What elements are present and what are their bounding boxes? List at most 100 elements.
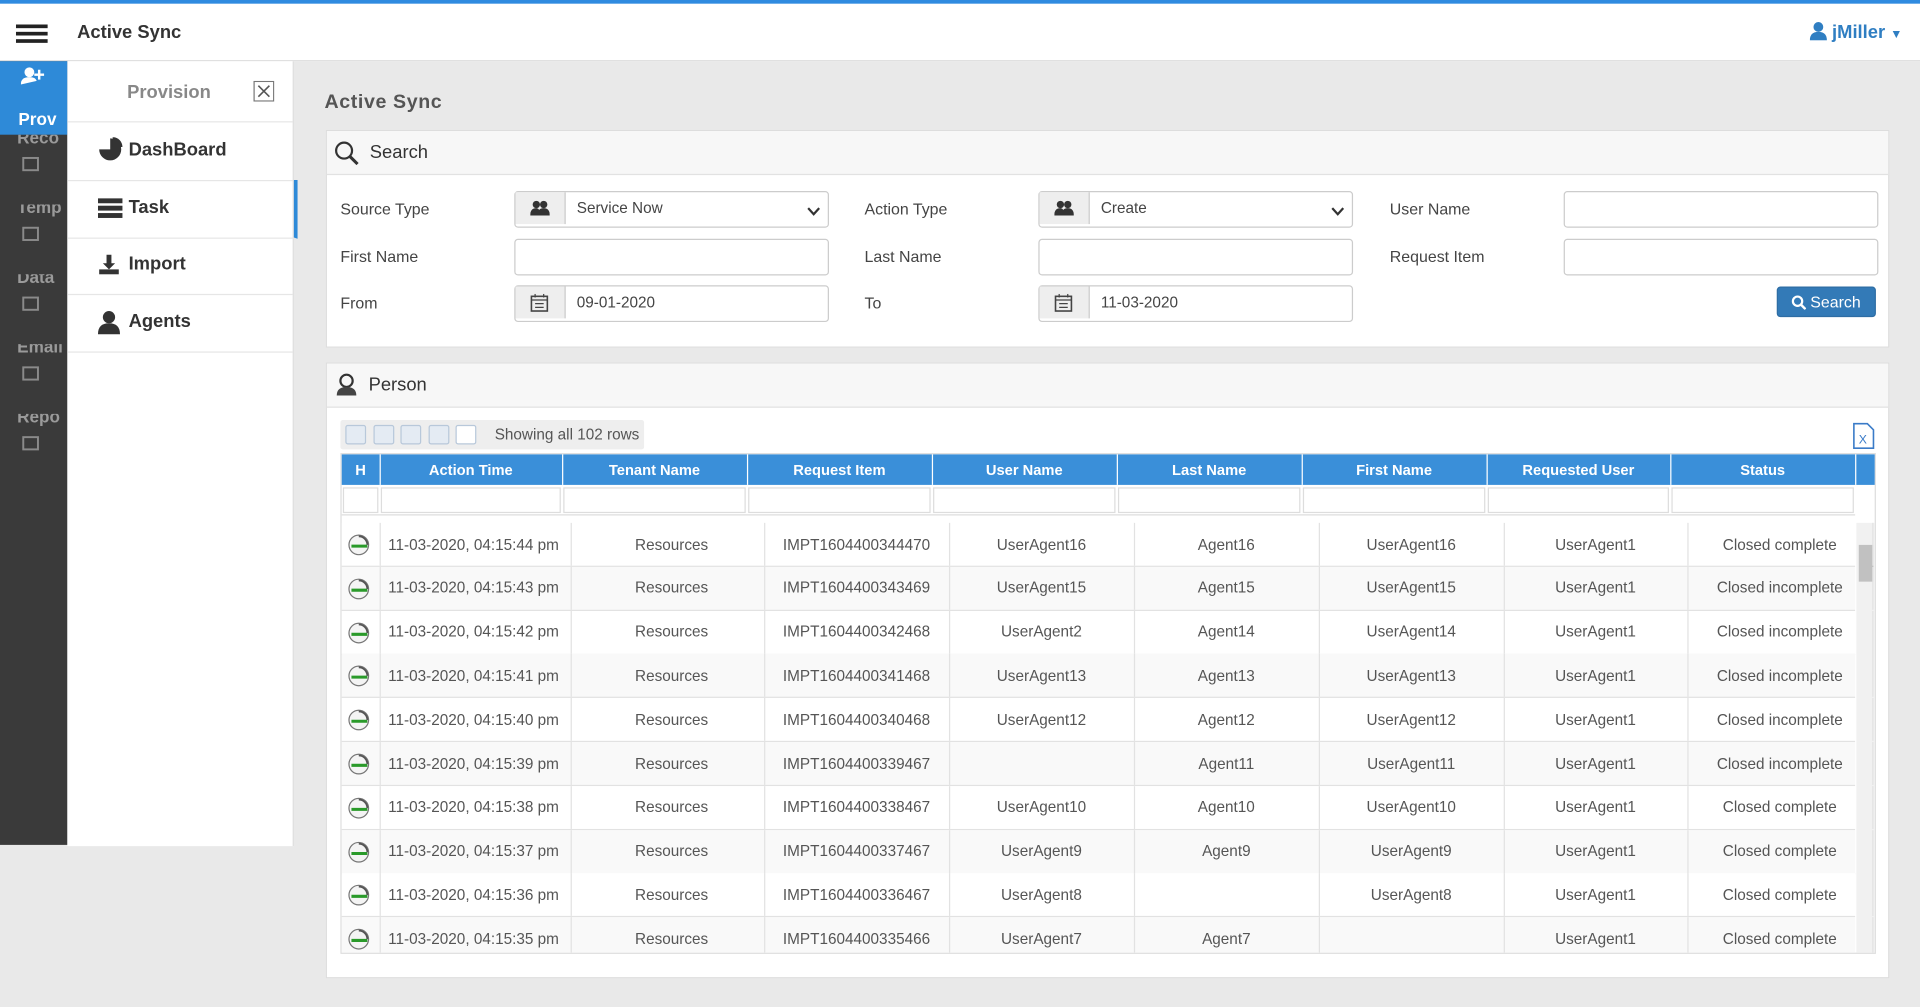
rail-item[interactable]: Repo (0, 414, 67, 484)
input-field[interactable] (1563, 191, 1879, 228)
status-icon-cell (342, 522, 381, 566)
table-row[interactable]: 11-03-2020, 04:15:39 pm Resources IMPT1604… (341, 742, 1874, 787)
table-row[interactable]: 11-03-2020, 04:15:42 pm Resources IMPT1604… (341, 610, 1874, 655)
column-header[interactable]: Tenant Name (562, 454, 749, 485)
filter-input[interactable] (1117, 487, 1301, 514)
input-field[interactable] (1038, 238, 1354, 276)
column-header[interactable]: User Name (932, 454, 1118, 485)
status-icon-cell (342, 610, 381, 654)
filter-input[interactable] (748, 487, 931, 514)
rail-icon (21, 224, 45, 247)
submenu-item[interactable]: DashBoard (67, 122, 293, 182)
column-header[interactable]: Action Time (380, 454, 564, 485)
table-cell: Resources (562, 917, 766, 953)
input-field[interactable] (1563, 238, 1879, 276)
menu-button[interactable] (15, 24, 48, 44)
table-cell: Closed complete (1670, 873, 1874, 917)
table-cell: UserAgent13 (932, 654, 1136, 698)
submenu-item[interactable]: Task (67, 179, 298, 239)
close-button[interactable] (253, 80, 275, 102)
rail-item[interactable]: Email (0, 344, 67, 414)
input-field[interactable]: 09-01-2020 (514, 285, 829, 323)
user-name: jMiller (1832, 22, 1886, 43)
status-icon-cell (342, 917, 381, 953)
first-page[interactable] (345, 424, 367, 445)
table-cell: UserAgent10 (932, 785, 1136, 829)
status-icon-cell (342, 873, 381, 917)
item-label: Task (128, 196, 170, 218)
rail-icon (21, 294, 45, 317)
search-button[interactable]: Search (1776, 286, 1876, 318)
filter-input[interactable] (933, 487, 1116, 514)
rail-item[interactable]: Reco (0, 135, 67, 205)
column-header[interactable]: Status (1670, 454, 1857, 485)
rail-label: Reco (17, 134, 60, 147)
submenu-item[interactable]: Agents (67, 293, 293, 353)
table-cell: Agent11 (1117, 742, 1321, 785)
filter-input[interactable] (1487, 487, 1669, 514)
rail-item[interactable]: Temp (0, 204, 67, 274)
button-icon (1792, 294, 1807, 310)
field-label: From (340, 293, 378, 313)
table-cell: IMPT1604400340468 (747, 698, 951, 742)
table-cell: 11-03-2020, 04:15:43 pm (380, 566, 572, 610)
rail-item[interactable]: Data (0, 274, 67, 344)
dropdown[interactable]: Create (1038, 191, 1354, 228)
last-page[interactable] (427, 424, 449, 445)
next-page[interactable] (400, 424, 422, 445)
column-header[interactable]: Request Item (747, 454, 934, 485)
filter-input[interactable] (563, 487, 746, 514)
table-row[interactable]: 11-03-2020, 04:15:38 pm Resources IMPT1604… (341, 785, 1874, 830)
table-cell: UserAgent9 (932, 829, 1136, 873)
table-cell: 11-03-2020, 04:15:38 pm (380, 785, 572, 829)
filter-input[interactable] (1671, 487, 1854, 514)
table-row[interactable]: 11-03-2020, 04:15:41 pm Resources IMPT1604… (341, 654, 1874, 699)
column-header[interactable]: Last Name (1117, 454, 1303, 485)
app-title: Active Sync (77, 22, 182, 43)
input-addon (1039, 286, 1090, 319)
column-header[interactable]: Requested User (1487, 454, 1672, 485)
info-button[interactable] (455, 424, 477, 445)
column-header[interactable]: H (342, 454, 381, 485)
panel-header: Search (326, 131, 1889, 176)
table-row[interactable]: 11-03-2020, 04:15:44 pm Resources IMPT1604… (341, 522, 1874, 567)
table-cell: UserAgent14 (1302, 610, 1505, 654)
status-icon-cell (342, 829, 381, 873)
user-menu[interactable]: jMiller ▼ (1809, 22, 1902, 43)
table-cell: IMPT1604400341468 (747, 654, 951, 698)
input-addon (515, 192, 566, 225)
status-icon (348, 753, 371, 780)
dropdown[interactable]: Service Now (514, 191, 829, 228)
table-cell: UserAgent1 (1487, 566, 1689, 610)
rail-item[interactable]: Prov (0, 61, 68, 135)
excel-export[interactable]: X (1851, 422, 1875, 449)
table-row[interactable]: 11-03-2020, 04:15:40 pm Resources IMPT1604… (341, 698, 1874, 743)
svg-text:X: X (1859, 432, 1867, 446)
table-cell: Closed complete (1670, 785, 1874, 829)
table-row[interactable]: 11-03-2020, 04:15:36 pm Resources IMPT1604… (341, 873, 1874, 918)
table-cell: 11-03-2020, 04:15:44 pm (380, 522, 572, 566)
filter-input[interactable] (380, 487, 561, 514)
status-icon-cell (342, 654, 381, 698)
rail-label: Repo (17, 413, 61, 427)
input-field[interactable]: 11-03-2020 (1038, 285, 1354, 323)
submenu-item[interactable]: Import (67, 236, 293, 296)
table-cell: Closed complete (1670, 522, 1874, 566)
table-row[interactable]: 11-03-2020, 04:15:43 pm Resources IMPT1604… (341, 566, 1874, 611)
rail-label: Temp (17, 204, 62, 217)
person-panel: Person Showing all 102 rows X H Action Ti… (325, 362, 1890, 979)
filter-input[interactable] (342, 487, 379, 514)
panel-header: Person (326, 363, 1889, 408)
column-header[interactable]: First Name (1302, 454, 1488, 485)
prev-page[interactable] (372, 424, 394, 445)
table-cell: Closed complete (1670, 829, 1874, 873)
table-row[interactable]: 11-03-2020, 04:15:37 pm Resources IMPT1604… (341, 829, 1874, 874)
filter-input[interactable] (1302, 487, 1486, 514)
table-cell: Agent12 (1117, 698, 1321, 742)
table-row[interactable]: 11-03-2020, 04:15:35 pm Resources IMPT1604… (341, 917, 1874, 953)
filter-row (341, 485, 1856, 516)
table-cell: IMPT1604400337467 (747, 829, 951, 873)
table-cell: UserAgent11 (1302, 742, 1505, 785)
input-field[interactable] (514, 238, 829, 276)
